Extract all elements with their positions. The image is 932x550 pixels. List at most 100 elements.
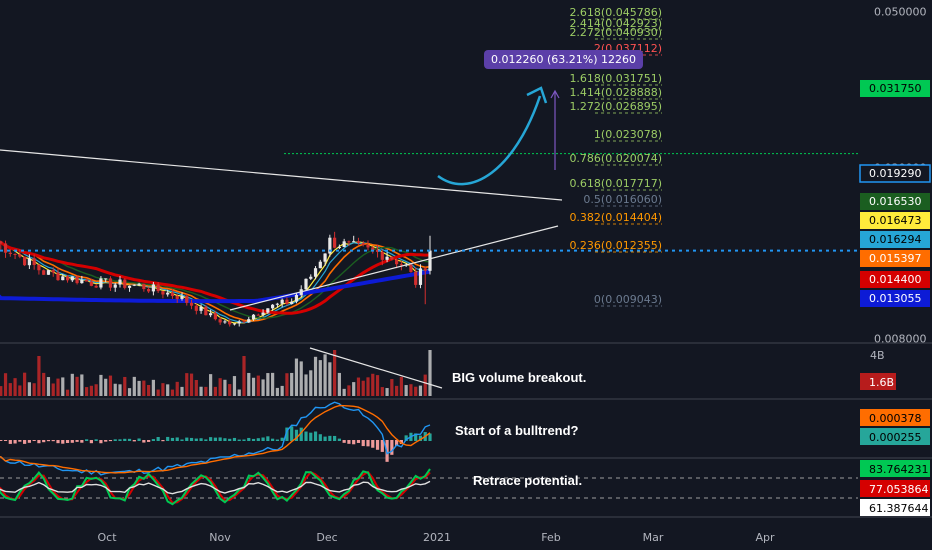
macd-histogram-bar bbox=[395, 440, 399, 447]
volume-bar bbox=[142, 380, 146, 396]
volume-bar bbox=[32, 383, 36, 396]
macd-histogram-bar bbox=[27, 440, 31, 443]
candle-body bbox=[385, 256, 389, 260]
price-badge-text: 0.019290 bbox=[869, 167, 922, 180]
macd-histogram-bar bbox=[89, 440, 93, 444]
volume-bar bbox=[228, 384, 232, 396]
volume-bar bbox=[13, 378, 17, 396]
macd-histogram-bar bbox=[0, 440, 3, 441]
volume-bar bbox=[89, 385, 93, 396]
volume-bar bbox=[8, 383, 12, 396]
annotation-macd: Start of a bulltrend? bbox=[455, 423, 579, 438]
volume-bar bbox=[123, 376, 127, 396]
macd-histogram-bar bbox=[337, 438, 341, 441]
stoch-rsi-line bbox=[0, 480, 431, 495]
price-badge bbox=[860, 80, 930, 97]
candle-body bbox=[323, 253, 327, 262]
volume-bar bbox=[404, 385, 408, 396]
macd-histogram-bar bbox=[8, 440, 12, 444]
volume-bar bbox=[56, 378, 60, 396]
volume-bar bbox=[342, 388, 346, 396]
candle-body bbox=[70, 276, 74, 281]
volume-bar bbox=[290, 372, 294, 396]
candle-body bbox=[37, 265, 41, 271]
candle-body bbox=[156, 284, 160, 292]
volume-bar bbox=[170, 389, 175, 396]
volume-bar bbox=[80, 374, 84, 396]
upper-trendline bbox=[0, 149, 563, 201]
candle-body bbox=[27, 258, 31, 266]
candle-body bbox=[175, 296, 179, 299]
macd-badge-text: 0.000255 bbox=[869, 431, 922, 444]
macd-histogram-bar bbox=[13, 440, 17, 444]
macd-line bbox=[0, 401, 431, 476]
time-axis-tick: Oct bbox=[97, 531, 117, 544]
pane-separator bbox=[0, 457, 932, 459]
volume-bar bbox=[375, 375, 380, 396]
candle-body bbox=[142, 283, 146, 290]
stoch-k-line bbox=[0, 468, 431, 506]
volume-bar bbox=[51, 383, 55, 396]
fib-level-label: 0(0.009043) bbox=[594, 293, 662, 306]
candle-body bbox=[180, 296, 184, 299]
price-badge bbox=[860, 271, 930, 288]
volume-bar bbox=[285, 373, 289, 396]
volume-bar bbox=[399, 376, 403, 396]
volume-bar bbox=[175, 381, 179, 396]
volume-bar bbox=[366, 377, 370, 396]
volume-bar bbox=[180, 386, 184, 396]
volume-bar bbox=[356, 377, 361, 396]
volume-bar bbox=[151, 379, 155, 396]
candle-body bbox=[261, 312, 265, 315]
price-badge-text: 0.013055 bbox=[869, 292, 922, 305]
candle-body bbox=[151, 284, 155, 292]
volume-bar bbox=[0, 386, 3, 396]
macd-histogram-bar bbox=[285, 427, 289, 441]
volume-bar bbox=[108, 375, 113, 396]
price-badge bbox=[860, 290, 930, 307]
candle-body bbox=[94, 285, 98, 288]
macd-histogram-bar bbox=[428, 433, 432, 441]
candle-body bbox=[232, 323, 237, 325]
volume-bar bbox=[85, 387, 89, 396]
macd-histogram-bar bbox=[156, 437, 160, 441]
price-badge-text: 0.015397 bbox=[869, 252, 922, 265]
volume-bar bbox=[166, 384, 170, 396]
macd-histogram-bar bbox=[104, 440, 108, 442]
macd-histogram-bar bbox=[361, 440, 365, 447]
candle-body bbox=[13, 253, 17, 255]
macd-histogram-bar bbox=[37, 440, 41, 444]
macd-histogram-bar bbox=[261, 437, 265, 441]
candle-body bbox=[399, 264, 403, 266]
fib-level-label: 0.236(0.012355) bbox=[569, 239, 662, 252]
stoch-badge bbox=[860, 499, 930, 516]
candle-body bbox=[418, 268, 423, 285]
volume-bar bbox=[309, 370, 313, 396]
price-badge-text: 0.016473 bbox=[869, 214, 922, 227]
volume-bar bbox=[194, 379, 198, 396]
fib-level-label: 1.272(0.026895) bbox=[569, 100, 662, 113]
macd-histogram-bar bbox=[251, 438, 256, 441]
volume-bar bbox=[418, 385, 423, 396]
macd-histogram-bar bbox=[271, 438, 275, 441]
candle-body bbox=[189, 302, 194, 306]
candle-body bbox=[275, 303, 279, 305]
volume-bar bbox=[333, 350, 337, 396]
candle-body bbox=[166, 292, 170, 295]
candle-body bbox=[123, 279, 127, 288]
stoch-badge-text: 77.053864 bbox=[869, 483, 929, 496]
candle-body bbox=[218, 319, 222, 323]
volume-bar bbox=[251, 377, 256, 396]
volume-bar bbox=[213, 386, 217, 396]
candle-body bbox=[161, 291, 165, 295]
candle-body bbox=[342, 241, 346, 248]
fib-level-label: 2.618(0.045786) bbox=[569, 6, 662, 19]
macd-histogram-bar bbox=[132, 440, 136, 442]
ma-red-line bbox=[0, 240, 431, 315]
macd-histogram-bar bbox=[151, 439, 155, 441]
candle-body bbox=[104, 278, 108, 280]
candle-body bbox=[65, 276, 70, 281]
macd-histogram-bar bbox=[266, 436, 270, 441]
